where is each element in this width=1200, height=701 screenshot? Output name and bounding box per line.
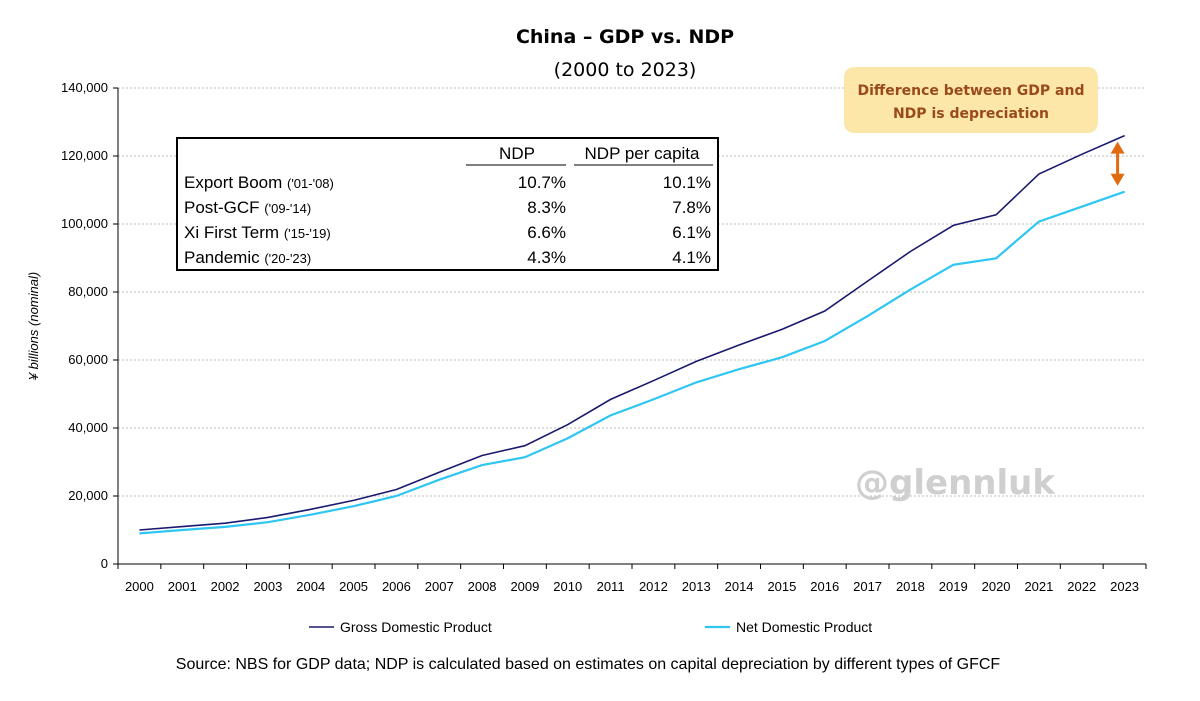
callout-line-1: Difference between GDP and <box>858 83 1085 99</box>
table-row: Post-GCF ('09-'14) 8.3% 7.8% <box>184 198 711 217</box>
row-label-name: Post-GCF <box>184 198 260 217</box>
x-tick-label: 2019 <box>939 579 968 594</box>
x-tick-label: 2008 <box>468 579 497 594</box>
arrow-head-up <box>1110 141 1125 154</box>
row-label-name: Pandemic <box>184 248 260 267</box>
x-tick-label: 2014 <box>725 579 754 594</box>
row-label: Export Boom ('01-'08) <box>184 173 334 192</box>
callout-box <box>844 67 1098 133</box>
growth-table: NDP NDP per capita Export Boom ('01-'08)… <box>176 137 719 271</box>
table-row: Xi First Term ('15-'19) 6.6% 6.1% <box>184 223 711 242</box>
row-label: Pandemic ('20-'23) <box>184 248 311 267</box>
x-tick-label: 2015 <box>767 579 796 594</box>
x-tick-label: 2002 <box>211 579 240 594</box>
row-label-period: ('15-'19) <box>284 226 331 241</box>
y-axis-ticks: 0 20,000 40,000 60,000 80,000 100,000 120,000 1… <box>61 80 118 571</box>
y-tick-label: 80,000 <box>68 284 108 299</box>
x-tick-label: 2010 <box>553 579 582 594</box>
y-tick-label: 100,000 <box>61 216 108 231</box>
table-header-ndp: NDP <box>499 144 535 163</box>
callout-line-2: NDP is depreciation <box>893 106 1049 122</box>
row-ndp: 8.3% <box>527 198 566 217</box>
x-tick-label: 2017 <box>853 579 882 594</box>
row-ndp: 6.6% <box>527 223 566 242</box>
table-row: Pandemic ('20-'23) 4.3% 4.1% <box>184 248 711 267</box>
table-border <box>176 137 719 271</box>
x-tick-label: 2018 <box>896 579 925 594</box>
legend-label-gdp: Gross Domestic Product <box>340 619 492 635</box>
y-axis-label: ¥ billions (nominal) <box>26 272 41 380</box>
row-ndp: 10.7% <box>518 173 566 192</box>
x-tick-label: 2001 <box>168 579 197 594</box>
arrow-head-down <box>1110 173 1125 186</box>
depreciation-arrow <box>1110 141 1125 186</box>
row-label-name: Export Boom <box>184 173 282 192</box>
row-label-name: Xi First Term <box>184 223 279 242</box>
chart-title: China – GDP vs. NDP <box>516 26 734 48</box>
y-tick-label: 40,000 <box>68 420 108 435</box>
x-axis-ticks: 2000 2001 2002 2003 2004 2005 2006 2007 2008 2009… <box>117 564 1147 594</box>
x-tick-label: 2022 <box>1067 579 1096 594</box>
row-label: Xi First Term ('15-'19) <box>184 223 331 242</box>
row-label-period: ('20-'23) <box>264 251 311 266</box>
y-tick-label: 60,000 <box>68 352 108 367</box>
row-per-capita: 4.1% <box>672 248 711 267</box>
row-per-capita: 6.1% <box>672 223 711 242</box>
row-label: Post-GCF ('09-'14) <box>184 198 311 217</box>
x-tick-label: 2004 <box>296 579 325 594</box>
table-header-per-capita: NDP per capita <box>585 144 701 163</box>
x-tick-label: 2016 <box>810 579 839 594</box>
x-tick-label: 2000 <box>125 579 154 594</box>
row-per-capita: 10.1% <box>663 173 711 192</box>
series-line-gdp <box>139 134 1125 531</box>
row-label-period: ('09-'14) <box>264 201 311 216</box>
x-tick-label: 2012 <box>639 579 668 594</box>
table-row: Export Boom ('01-'08) 10.7% 10.1% <box>184 173 711 192</box>
row-per-capita: 7.8% <box>672 198 711 217</box>
watermark: @glennluk <box>855 463 1056 503</box>
x-tick-label: 2020 <box>982 579 1011 594</box>
x-tick-label: 2021 <box>1024 579 1053 594</box>
x-tick-label: 2003 <box>253 579 282 594</box>
source-note: Source: NBS for GDP data; NDP is calcula… <box>176 656 1001 673</box>
legend: Gross Domestic Product Net Domestic Prod… <box>309 619 872 635</box>
x-tick-label: 2013 <box>682 579 711 594</box>
series-line-ndp <box>139 190 1125 535</box>
x-tick-label: 2009 <box>510 579 539 594</box>
x-tick-label: 2023 <box>1110 579 1139 594</box>
y-tick-label: 0 <box>101 556 108 571</box>
y-tick-label: 120,000 <box>61 148 108 163</box>
x-tick-label: 2007 <box>425 579 454 594</box>
x-tick-label: 2005 <box>339 579 368 594</box>
chart-subtitle: (2000 to 2023) <box>554 59 697 81</box>
y-tick-label: 140,000 <box>61 80 108 95</box>
x-tick-label: 2011 <box>597 579 625 594</box>
row-label-period: ('01-'08) <box>287 176 334 191</box>
x-tick-label: 2006 <box>382 579 411 594</box>
legend-label-ndp: Net Domestic Product <box>736 619 872 635</box>
y-tick-label: 20,000 <box>68 488 108 503</box>
row-ndp: 4.3% <box>527 248 566 267</box>
